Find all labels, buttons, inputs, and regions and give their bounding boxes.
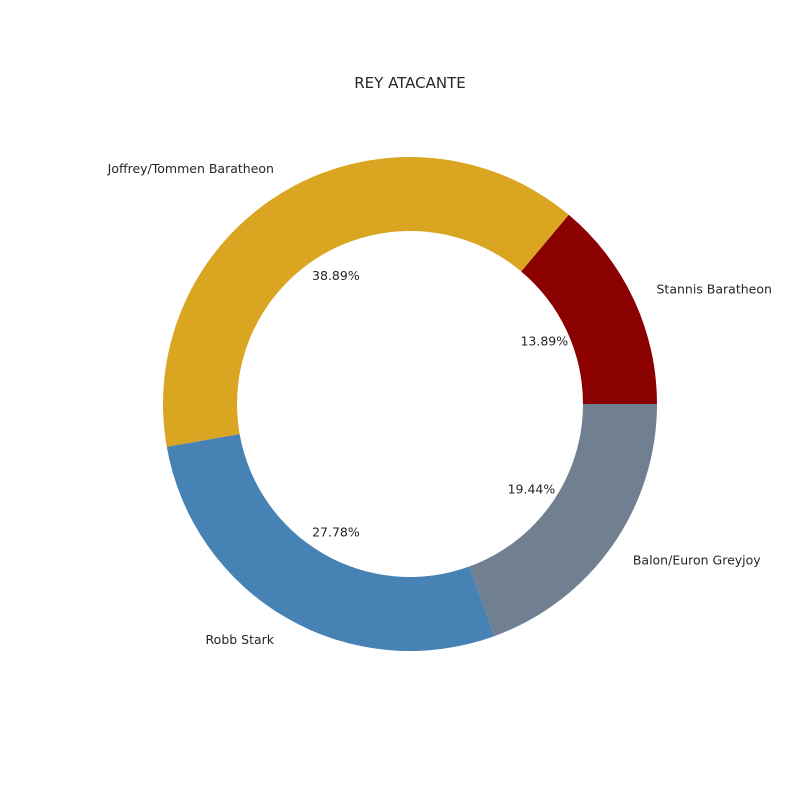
slice-percent-1: 13.89% [520, 334, 568, 349]
donut-slices [162, 157, 657, 652]
donut-slice-3 [166, 434, 495, 652]
slice-percent-3: 27.78% [312, 525, 360, 540]
donut-slice-1 [521, 214, 657, 404]
slice-label-2: Joffrey/Tommen Baratheon [107, 161, 274, 176]
chart-title: REY ATACANTE [354, 74, 466, 92]
slice-label-3: Robb Stark [206, 632, 275, 647]
slice-label-1: Stannis Baratheon [657, 281, 772, 296]
donut-slice-4 [469, 404, 657, 637]
slice-percent-2: 38.89% [312, 268, 360, 283]
slice-labels: Stannis Baratheon 13.89% Joffrey/Tommen Ba… [107, 161, 772, 647]
donut-slice-2 [162, 157, 569, 447]
slice-percent-4: 19.44% [508, 481, 556, 496]
slice-label-4: Balon/Euron Greyjoy [633, 552, 761, 567]
